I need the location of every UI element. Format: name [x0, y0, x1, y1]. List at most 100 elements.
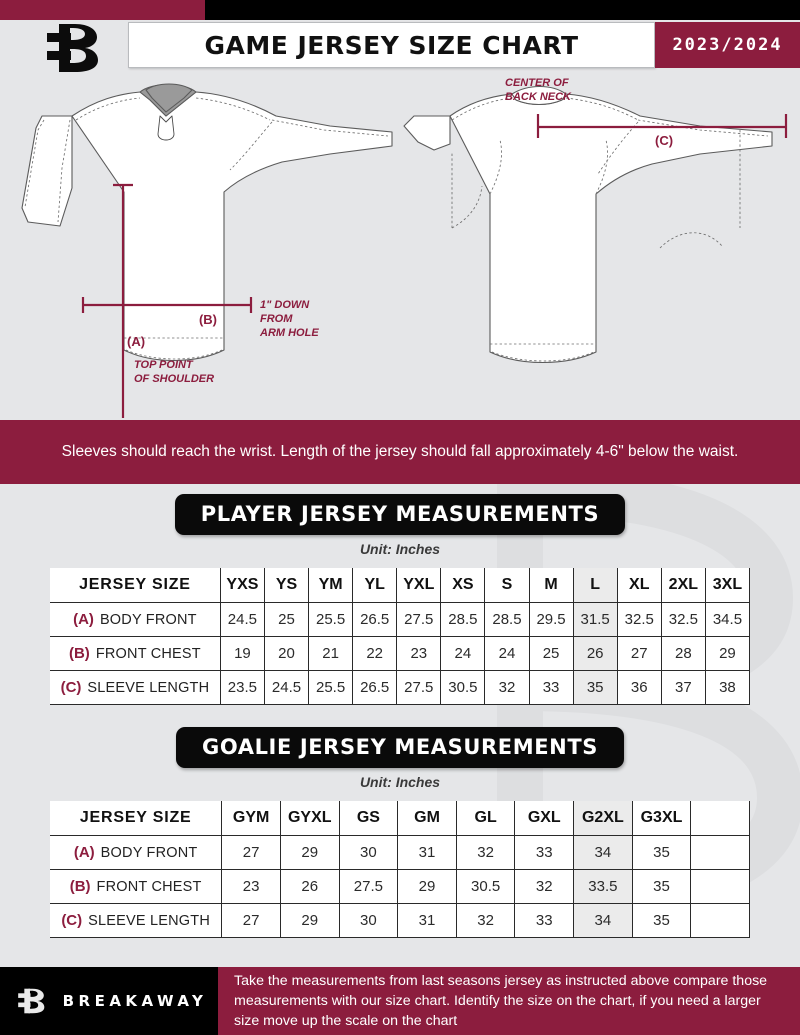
cell-C-GM: 31 — [397, 902, 457, 938]
column-header-3xl: 3XL — [704, 568, 751, 603]
column-header-yxl: YXL — [396, 568, 442, 603]
cell-C-XL: 36 — [616, 669, 662, 705]
row-marker: (C) — [61, 911, 83, 929]
jersey-front-view — [21, 83, 393, 361]
cell-C-3XL: 38 — [704, 669, 751, 705]
cell-B-2XL: 28 — [660, 635, 706, 671]
front-caption-b-line2: FROM — [260, 313, 293, 325]
cell-A-G3XL: 35 — [631, 834, 692, 870]
player-measurements-table: JERSEY SIZE YXS YS YM YL YXL XS S M L XL 2XL 3XL (A)… — [50, 568, 751, 705]
cell-C-GYM: 27 — [221, 902, 281, 938]
table-header-row: JERSEY SIZE YXS YS YM YL YXL XS S M L XL 2XL 3XL — [50, 568, 751, 603]
fit-note-band: Sleeves should reach the wrist. Length o… — [0, 420, 800, 484]
cell-A-YM: 25.5 — [308, 601, 354, 637]
goalie-measurements-table: JERSEY SIZE GYM GYXL GS GM GL GXL G2XL G3XL (A) B… — [50, 801, 750, 938]
row-marker: (B) — [68, 644, 90, 662]
cell-B-XL: 27 — [616, 635, 662, 671]
table-row: (A) BODY FRONT 24.5 25 25.5 26.5 27.5 28.5 28.5 2… — [50, 601, 751, 637]
cell-A-GYM: 27 — [221, 834, 281, 870]
cell-A-L: 31.5 — [572, 601, 618, 637]
row-label-text: SLEEVE LENGTH — [87, 679, 210, 696]
column-header-m: M — [528, 568, 574, 603]
front-marker-a: (A) — [127, 334, 145, 349]
cell-B-YXL: 23 — [396, 635, 442, 671]
cell-A-GL: 32 — [455, 834, 516, 870]
header-logo — [22, 22, 122, 74]
cell-A-2XL: 32.5 — [660, 601, 706, 637]
front-measure-lines — [81, 183, 253, 418]
column-header-yxs: YXS — [219, 568, 265, 603]
row-label-sleeve-length: (C) SLEEVE LENGTH — [50, 669, 221, 705]
cell-A-GS: 30 — [338, 834, 399, 870]
player-section-heading: PLAYER JERSEY MEASUREMENTS — [174, 494, 626, 535]
cell-B-G3XL: 35 — [631, 868, 692, 904]
cell-C-S: 32 — [484, 669, 530, 705]
player-table-head: JERSEY SIZE YXS YS YM YL YXL XS S M L XL 2XL 3XL — [50, 568, 751, 603]
front-caption-b-line3: ARM HOLE — [259, 327, 319, 339]
table-header-row: JERSEY SIZE GYM GYXL GS GM GL GXL G2XL G3XL — [50, 801, 750, 836]
row-label-text: BODY FRONT — [99, 611, 197, 628]
cell-B-empty — [690, 868, 750, 904]
page-footer: BREAKAWAY Take the measurements from las… — [0, 967, 800, 1035]
column-header-g3xl: G3XL — [631, 801, 692, 836]
column-header-yl: YL — [352, 568, 398, 603]
cell-A-G2XL: 34 — [573, 834, 633, 870]
goalie-table-head: JERSEY SIZE GYM GYXL GS GM GL GXL G2XL G3XL — [50, 801, 750, 836]
season-label: 2023/2024 — [672, 35, 783, 55]
row-marker: (A) — [73, 843, 95, 861]
cell-C-GL: 32 — [455, 902, 516, 938]
cell-B-G2XL: 33.5 — [573, 868, 633, 904]
cell-B-YM: 21 — [308, 635, 354, 671]
table-row: (B) FRONT CHEST 19 20 21 22 23 24 24 25 26 27 28 29 — [50, 635, 751, 671]
goalie-section-heading: GOALIE JERSEY MEASUREMENTS — [176, 727, 624, 768]
back-marker-c: (C) — [655, 133, 673, 148]
row-label-text: FRONT CHEST — [96, 878, 202, 895]
row-label-text: BODY FRONT — [100, 844, 198, 861]
cell-B-XS: 24 — [440, 635, 486, 671]
cell-A-GXL: 33 — [514, 834, 575, 870]
cell-B-M: 25 — [528, 635, 574, 671]
cell-C-XS: 30.5 — [440, 669, 486, 705]
column-header-gl: GL — [455, 801, 516, 836]
cell-B-GXL: 32 — [514, 868, 575, 904]
header-maroon-strip — [0, 0, 205, 20]
cell-B-GM: 29 — [397, 868, 457, 904]
player-heading-wrap: PLAYER JERSEY MEASUREMENTS — [0, 494, 800, 535]
cell-C-G2XL: 34 — [573, 902, 633, 938]
row-label-sleeve-length: (C) SLEEVE LENGTH — [50, 902, 223, 938]
cell-C-YXS: 23.5 — [219, 669, 265, 705]
cell-B-GYM: 23 — [221, 868, 281, 904]
footer-logo-block: BREAKAWAY — [0, 967, 218, 1035]
cell-C-YL: 26.5 — [352, 669, 398, 705]
cell-A-XL: 32.5 — [616, 601, 662, 637]
back-caption-c-line2: BACK NECK — [505, 91, 572, 103]
column-header-gyxl: GYXL — [279, 801, 340, 836]
cell-C-2XL: 37 — [660, 669, 706, 705]
column-header-gm: GM — [397, 801, 457, 836]
table-row: (C) SLEEVE LENGTH 27 29 30 31 32 33 34 35 — [50, 902, 750, 938]
player-table-body: (A) BODY FRONT 24.5 25 25.5 26.5 27.5 28.5 28.5 2… — [50, 601, 751, 705]
cell-C-empty — [690, 902, 750, 938]
row-label-front-chest: (B) FRONT CHEST — [50, 868, 223, 904]
goalie-unit-label: Unit: Inches — [359, 774, 441, 790]
jersey-back-view — [403, 85, 773, 363]
cell-A-YL: 26.5 — [352, 601, 398, 637]
player-unit-label: Unit: Inches — [359, 541, 441, 557]
goalie-table-body: (A) BODY FRONT 27 29 30 31 32 33 34 35 (B) FRONT CH… — [50, 834, 750, 938]
table-row: (B) FRONT CHEST 23 26 27.5 29 30.5 32 33.5 35 — [50, 868, 750, 904]
row-label-text: FRONT CHEST — [95, 645, 201, 662]
column-header-empty — [690, 801, 750, 836]
row-label-text: SLEEVE LENGTH — [88, 912, 211, 929]
cell-B-GS: 27.5 — [338, 868, 399, 904]
column-header-ys: YS — [263, 568, 310, 603]
cell-A-YXL: 27.5 — [396, 601, 442, 637]
cell-B-GYXL: 26 — [279, 868, 340, 904]
fit-note-text: Sleeves should reach the wrist. Length o… — [61, 442, 739, 460]
season-badge: 2023/2024 — [655, 22, 800, 68]
page-title: GAME JERSEY SIZE CHART — [204, 30, 579, 60]
breakaway-b-logo-icon — [47, 24, 98, 72]
cell-B-YXS: 19 — [219, 635, 265, 671]
row-label-front-chest: (B) FRONT CHEST — [50, 635, 221, 671]
column-header-2xl: 2XL — [660, 568, 706, 603]
